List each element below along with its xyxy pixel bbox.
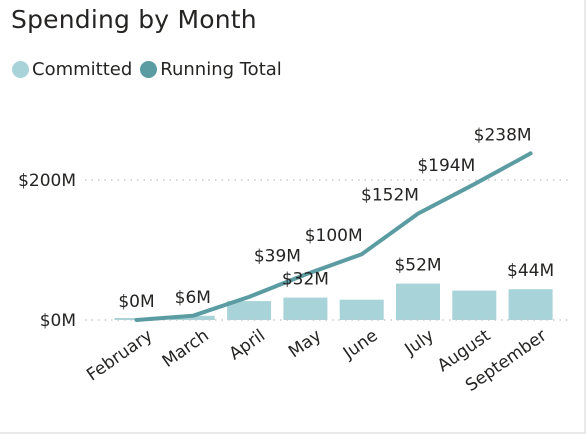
line-data-label: $238M bbox=[474, 125, 532, 145]
legend-marker-running-total bbox=[140, 61, 158, 78]
x-tick-label: May bbox=[285, 326, 325, 363]
bar-committed bbox=[339, 299, 384, 320]
line-data-label: $194M bbox=[417, 156, 475, 176]
x-tick-label: March bbox=[159, 326, 213, 372]
legend-marker-committed bbox=[12, 61, 29, 78]
bar-data-label: $52M bbox=[394, 256, 441, 276]
bar-data-label: $32M bbox=[282, 270, 329, 290]
x-tick-label: February bbox=[83, 326, 156, 386]
legend-item-running-total[interactable]: Running Total bbox=[140, 59, 282, 80]
y-tick-label: $0M bbox=[40, 311, 76, 331]
bar-committed bbox=[396, 283, 440, 320]
bar-committed bbox=[283, 297, 328, 320]
legend-label-running-total: Running Total bbox=[160, 59, 282, 80]
bar-data-label: $6M bbox=[175, 288, 211, 308]
bar-committed bbox=[227, 301, 272, 320]
line-data-label: $152M bbox=[361, 186, 419, 206]
bar-data-label: $44M bbox=[507, 261, 554, 281]
legend-item-committed[interactable]: Committed bbox=[12, 59, 132, 80]
bar-committed bbox=[170, 315, 215, 320]
x-tick-label: April bbox=[226, 326, 269, 365]
chart-title: Spending by Month bbox=[11, 5, 257, 34]
bar-committed bbox=[452, 290, 497, 320]
line-data-label: $100M bbox=[305, 226, 363, 246]
bar-data-label: $0M bbox=[118, 292, 154, 312]
line-data-label: $39M bbox=[254, 247, 301, 267]
y-tick-label: $200M bbox=[18, 171, 76, 191]
chart-legend: Committed Running Total bbox=[12, 59, 290, 80]
line-running-total bbox=[134, 151, 533, 322]
legend-label-committed: Committed bbox=[32, 59, 133, 80]
x-tick-label: June bbox=[339, 326, 382, 364]
x-tick-label: July bbox=[401, 326, 438, 360]
bar-committed bbox=[508, 289, 553, 320]
